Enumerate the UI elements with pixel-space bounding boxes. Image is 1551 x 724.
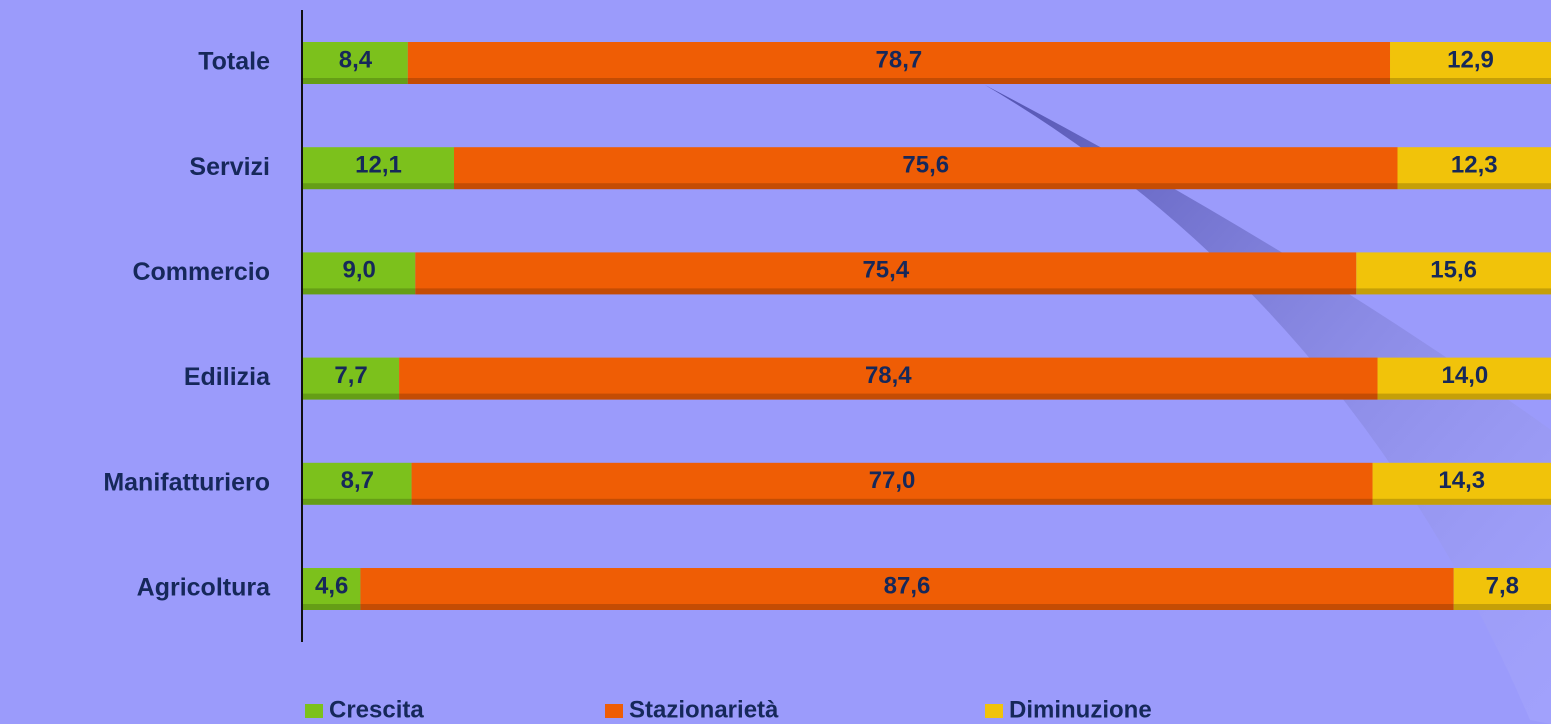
- bar-shade: [454, 183, 1398, 190]
- bar-shade: [1372, 498, 1551, 505]
- bar-shade: [411, 498, 1373, 505]
- bar-segment: [1377, 357, 1551, 400]
- bar-segment: [360, 568, 1454, 610]
- bar-segment: [303, 147, 455, 190]
- legend-label: Diminuzione: [1009, 696, 1152, 723]
- bar-shade: [1453, 604, 1551, 610]
- bar-segment: [1390, 42, 1551, 84]
- bar-segment: [1356, 252, 1551, 295]
- legend-label: Crescita: [329, 696, 424, 723]
- bar-shade: [1356, 288, 1551, 295]
- legend-swatch: [985, 704, 1003, 718]
- category-label: Servizi: [189, 153, 270, 181]
- value-label: 77,0: [869, 467, 916, 494]
- bar-segment: [303, 568, 361, 610]
- value-label: 78,7: [876, 46, 923, 73]
- value-label: 7,8: [1486, 572, 1519, 599]
- category-label: Manifatturiero: [103, 468, 270, 496]
- bar-segment: [303, 357, 400, 400]
- value-label: 12,1: [355, 152, 402, 179]
- decoration: [985, 85, 1551, 724]
- bar-shade: [1390, 78, 1551, 84]
- bar-segment: [399, 357, 1378, 400]
- value-label: 14,0: [1442, 362, 1489, 389]
- bar-shade: [399, 393, 1378, 400]
- category-label: Edilizia: [184, 363, 271, 391]
- value-label: 14,3: [1438, 467, 1485, 494]
- bar-shade: [1377, 393, 1551, 400]
- legend-swatch: [605, 704, 623, 718]
- legend-label: Stazionarietà: [629, 696, 779, 723]
- value-label: 15,6: [1430, 257, 1477, 284]
- bar-segment: [303, 462, 412, 505]
- bar-shade: [303, 78, 408, 84]
- bar-segment: [1372, 462, 1551, 505]
- bar-segment: [1397, 147, 1551, 190]
- category-label: Agricoltura: [137, 574, 271, 602]
- bar-shade: [303, 288, 416, 295]
- value-label: 9,0: [342, 257, 375, 284]
- category-label: Totale: [198, 48, 270, 76]
- value-label: 12,9: [1447, 46, 1494, 73]
- value-label: 8,4: [339, 46, 373, 73]
- value-label: 12,3: [1451, 152, 1498, 179]
- bar-segment: [411, 462, 1373, 505]
- bar-shade: [303, 183, 455, 190]
- category-label: Commercio: [132, 258, 270, 286]
- bar-shade: [407, 78, 1391, 84]
- value-label: 7,7: [334, 362, 367, 389]
- bar-shade: [303, 498, 412, 505]
- value-label: 4,6: [315, 572, 348, 599]
- bar-segment: [407, 42, 1391, 84]
- value-label: 8,7: [341, 467, 374, 494]
- bar-shade: [1397, 183, 1551, 190]
- bar-segment: [303, 252, 416, 295]
- bar-segment: [415, 252, 1357, 295]
- bar-shade: [415, 288, 1357, 295]
- value-label: 75,4: [862, 257, 909, 284]
- bar-shade: [303, 393, 400, 400]
- value-label: 87,6: [884, 572, 931, 599]
- legend-swatch: [305, 704, 323, 718]
- value-label: 75,6: [902, 152, 949, 179]
- value-label: 78,4: [865, 362, 912, 389]
- bar-segment: [454, 147, 1398, 190]
- bar-shade: [360, 604, 1454, 610]
- bar-shade: [303, 604, 361, 610]
- bar-segment: [1453, 568, 1551, 610]
- bar-segment: [303, 42, 408, 84]
